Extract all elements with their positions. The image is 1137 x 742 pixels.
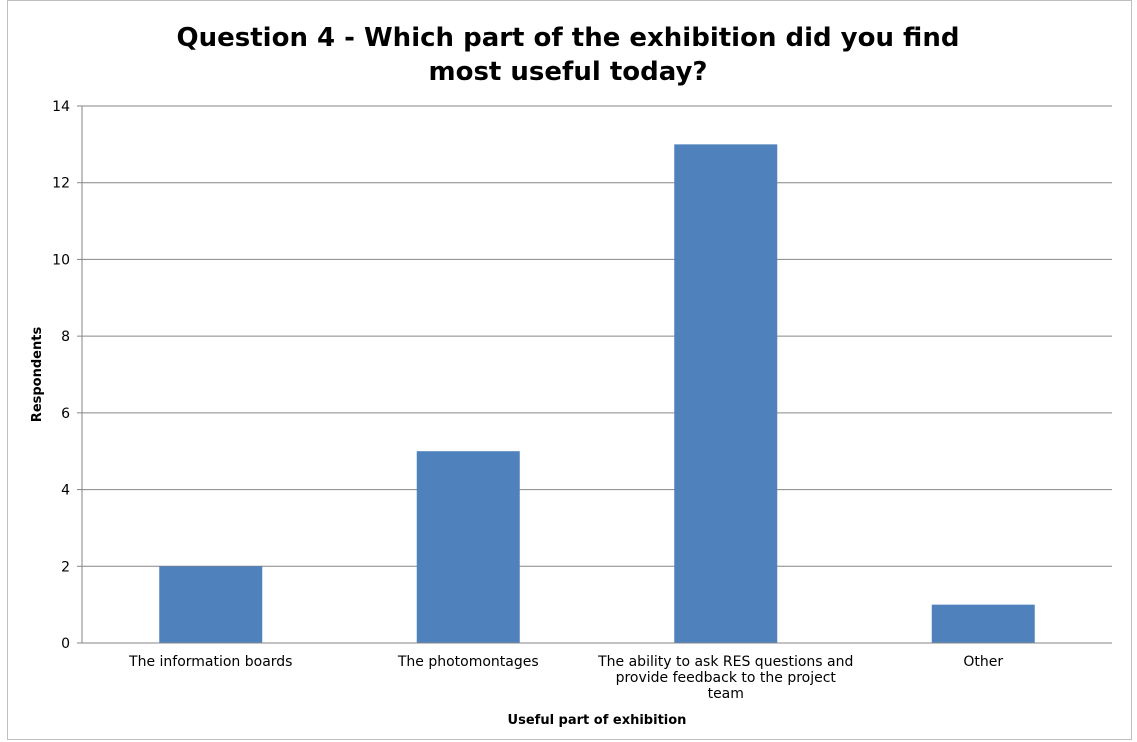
bar — [931, 604, 1035, 643]
y-tick-label: 8 — [61, 329, 70, 345]
y-tick-label: 2 — [61, 559, 70, 575]
x-axis-title: Useful part of exhibition — [508, 713, 687, 728]
bars — [159, 144, 1035, 643]
x-tick-label: The ability to ask RES questions and prov… — [597, 654, 853, 702]
x-tick-label: The photomontages — [397, 654, 539, 670]
y-tick-label: 12 — [52, 176, 70, 192]
bar — [416, 451, 520, 643]
bar — [159, 566, 263, 643]
labels: 0 2 4 6 8 10 12 14 The information boards The pho… — [30, 99, 1003, 728]
y-tick-label: 4 — [61, 483, 70, 499]
bar — [674, 144, 778, 643]
gridlines — [82, 105, 1112, 567]
y-tick-label: 0 — [61, 636, 70, 652]
chart-title: Question 4 - Which part of the exhibitio… — [176, 23, 960, 87]
x-tick-label: Other — [963, 654, 1003, 670]
y-axis-title: Respondents — [30, 327, 45, 423]
y-tick-label: 6 — [61, 406, 70, 422]
y-tick-label: 14 — [52, 99, 70, 115]
x-tick-label: The information boards — [128, 654, 292, 670]
y-tick-label: 10 — [52, 252, 70, 268]
axes — [77, 105, 1112, 644]
